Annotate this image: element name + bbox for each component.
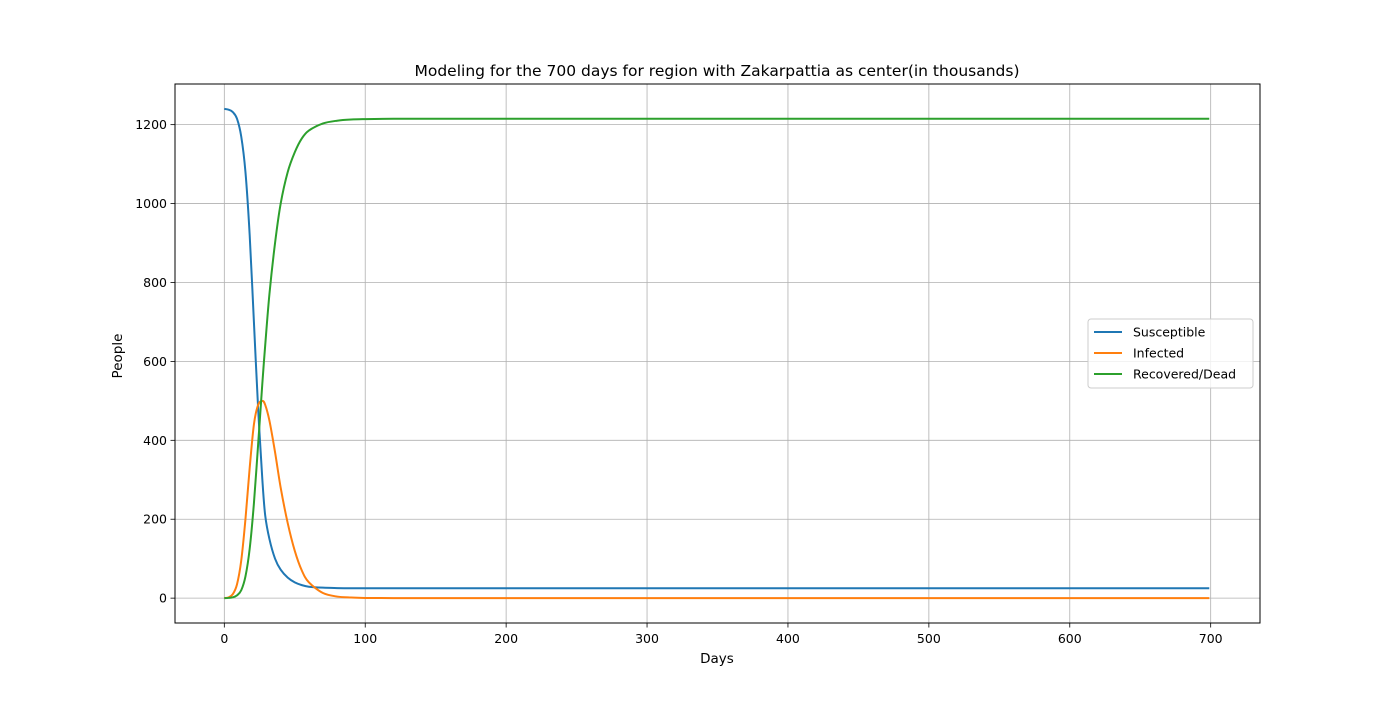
legend-label-infected: Infected (1133, 346, 1184, 361)
axis-ticks: 0 100 200 300 400 500 600 700 0 200 400 600 800 1000 1… (135, 117, 1222, 646)
x-tick-label: 400 (776, 631, 800, 646)
chart-title: Modeling for the 700 days for region wit… (414, 62, 1019, 80)
y-tick-label: 0 (159, 591, 167, 606)
grid (175, 84, 1260, 623)
y-tick-label: 200 (143, 512, 167, 527)
plot-area-frame (174, 83, 1261, 624)
legend-box (1087, 318, 1254, 389)
x-tick-label: 600 (1058, 631, 1082, 646)
legend-label-recovered-dead: Recovered/Dead (1133, 367, 1236, 382)
y-tick-label: 600 (143, 354, 167, 369)
y-tick-label: 1200 (135, 117, 167, 132)
y-tick-label: 1000 (135, 196, 167, 211)
x-tick-label: 500 (917, 631, 941, 646)
y-tick-label: 800 (143, 275, 167, 290)
x-tick-label: 700 (1199, 631, 1223, 646)
x-tick-label: 100 (353, 631, 377, 646)
legend: Susceptible Infected Recovered/Dead (1087, 318, 1254, 389)
series-line-infected (224, 399, 1210, 600)
series-line-susceptible (224, 107, 1210, 590)
x-axis-label: Days (700, 651, 734, 667)
x-tick-label: 300 (635, 631, 659, 646)
x-tick-label: 200 (494, 631, 518, 646)
series-lines (224, 107, 1210, 600)
series-line-recovered-dead (224, 117, 1210, 600)
legend-label-susceptible: Susceptible (1133, 325, 1206, 340)
y-axis-label: People (110, 334, 126, 379)
x-tick-label: 0 (220, 631, 228, 646)
y-tick-label: 400 (143, 433, 167, 448)
